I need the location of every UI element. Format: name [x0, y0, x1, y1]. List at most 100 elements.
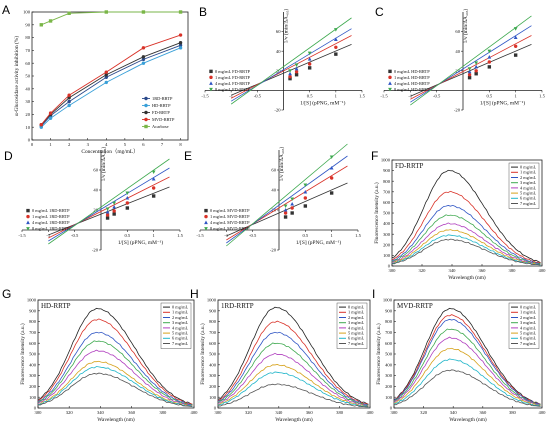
spectrum-line	[217, 352, 369, 407]
legend-entry: 1 mg/mL FD-RRTP	[215, 75, 251, 80]
data-point	[467, 67, 472, 71]
legend-entry: 8 mg/mL 1RD-RRTP	[32, 226, 70, 231]
x-axis-label: 1/[S] (pPNG, mM⁻¹)	[296, 239, 342, 246]
y-tick-label: 1000	[27, 298, 37, 303]
y-tick-label: 700	[385, 330, 393, 335]
data-point	[178, 33, 183, 37]
data-point	[151, 186, 156, 190]
data-point	[290, 201, 295, 206]
fit-line	[410, 25, 532, 103]
spectrum-line	[37, 366, 193, 408]
legend-entry: 2 mg/mL	[172, 315, 189, 320]
x-tick-label: 300	[389, 268, 397, 273]
fit-line	[48, 167, 170, 242]
spectrum-line	[391, 204, 541, 264]
y-tick-label: 800	[385, 319, 393, 324]
spectrum-line	[391, 229, 541, 266]
legend-entry: 8 mg/mL FD-RRTP	[215, 87, 251, 92]
data-point	[67, 99, 71, 104]
x-tick-label: -1	[229, 93, 234, 98]
data-point	[141, 55, 146, 59]
data-point	[104, 73, 108, 77]
legend-entry: 3 mg/mL	[348, 320, 365, 325]
x-tick-label: 1	[515, 93, 518, 98]
legend-marker	[144, 117, 148, 122]
y-axis-label: 1/v (min/ΔA₄₀₅)	[283, 8, 290, 43]
y-tick-label: 100	[385, 395, 393, 400]
chart-title: HD-RRTP	[41, 302, 71, 310]
legend-entry: 4 mg/mL FD-RRTP	[215, 81, 251, 86]
y-axis-label: Fluorescence Intensity (a.u.)	[373, 182, 380, 244]
legend-entry: 8 mg/mL HD-RRTP	[394, 87, 430, 92]
spectrum-line	[393, 347, 541, 406]
x-axis-label: 1/[S] (pPNG, mM⁻¹)	[118, 239, 164, 246]
data-point	[467, 73, 472, 77]
series-4	[39, 10, 183, 27]
y-tick-label: 600	[209, 341, 217, 346]
y-axis-label: Fluorescence Intensity (a.u.)	[375, 323, 382, 385]
x-tick-label: 3	[87, 142, 90, 147]
legend-box	[508, 302, 540, 349]
legend-entry: 6 mg/mL	[172, 336, 189, 341]
y-tick-label: -20	[274, 108, 281, 113]
y-tick-label: 90	[25, 22, 30, 27]
data-point	[39, 23, 43, 27]
y-tick-label: 800	[29, 319, 37, 324]
spectrum-line	[37, 307, 193, 405]
spectrum-line	[217, 383, 369, 408]
panel-g: G 300 320 340 360 380 400 0 100 200 300 400 500 600 70…	[2, 287, 198, 423]
y-tick-label: 10	[25, 125, 30, 130]
series-0	[226, 182, 348, 237]
spectrum-line	[217, 331, 369, 406]
legend-entry: 7 mg/mL	[520, 341, 537, 346]
series-2	[410, 25, 532, 103]
data-point	[474, 64, 479, 69]
x-axis-label: Concentration（mg/mL）	[81, 148, 138, 155]
fit-line	[48, 186, 170, 236]
spectrum-line	[37, 349, 193, 407]
data-point	[67, 93, 71, 97]
data-point	[283, 215, 288, 219]
x-tick-label: 320	[245, 410, 253, 415]
legend-entry: 5 mg/mL	[348, 331, 365, 336]
panel-b: B -1.5 -1 -0.5 0.5 1 1.5 -20 20 40 60 1/[S] (pPNG, …	[199, 5, 366, 113]
fit-line	[230, 17, 352, 105]
y-tick-label: -20	[92, 248, 99, 253]
legend-entry: 2 mg/mL	[520, 315, 537, 320]
x-tick-label: -1.5	[18, 233, 26, 238]
y-axis-label: Fluorescence Intensity (a.u.)	[199, 323, 206, 385]
series-1	[39, 46, 183, 129]
legend-entry: 2 mg/mL	[520, 175, 537, 180]
y-tick-label: 1000	[381, 158, 391, 163]
y-tick-label: 500	[209, 352, 217, 357]
x-tick-label: 1.5	[355, 233, 361, 238]
y-tick-label: 500	[385, 352, 393, 357]
y-tick-label: 70	[25, 48, 30, 53]
x-tick-label: 320	[419, 268, 427, 273]
data-point	[474, 69, 478, 73]
data-point	[178, 41, 183, 45]
data-point	[283, 211, 288, 215]
panel-a: A0 1 2 3 4 5 6 7 80102030405060708090100Concentr…	[2, 3, 189, 155]
panel-letter: C	[375, 5, 384, 19]
y-axis-label: 1/v (min/ΔA₄₀₅)	[462, 8, 469, 43]
y-tick-label: 600	[383, 200, 391, 205]
data-point	[294, 63, 299, 67]
data-point	[334, 52, 338, 56]
series-line	[40, 34, 181, 125]
x-axis-label: Wavelength (nm)	[449, 416, 487, 423]
y-tick-label: 40	[93, 188, 98, 193]
data-point	[513, 44, 518, 48]
y-tick-label: 30	[25, 99, 30, 104]
chart-title: FD-RRTP	[395, 162, 423, 170]
fit-line	[226, 182, 348, 237]
legend-marker	[209, 81, 213, 85]
legend-entry: 5 mg/mL	[520, 331, 537, 336]
x-tick-label: 300	[391, 410, 399, 415]
data-point	[307, 51, 312, 56]
legend-entry: 3 mg/mL	[520, 320, 537, 325]
y-tick-label: 900	[29, 308, 37, 313]
y-tick-label: 40	[276, 49, 281, 54]
y-tick-label: 40	[455, 49, 460, 54]
legend-entry: 4 mg/mL	[520, 185, 537, 190]
